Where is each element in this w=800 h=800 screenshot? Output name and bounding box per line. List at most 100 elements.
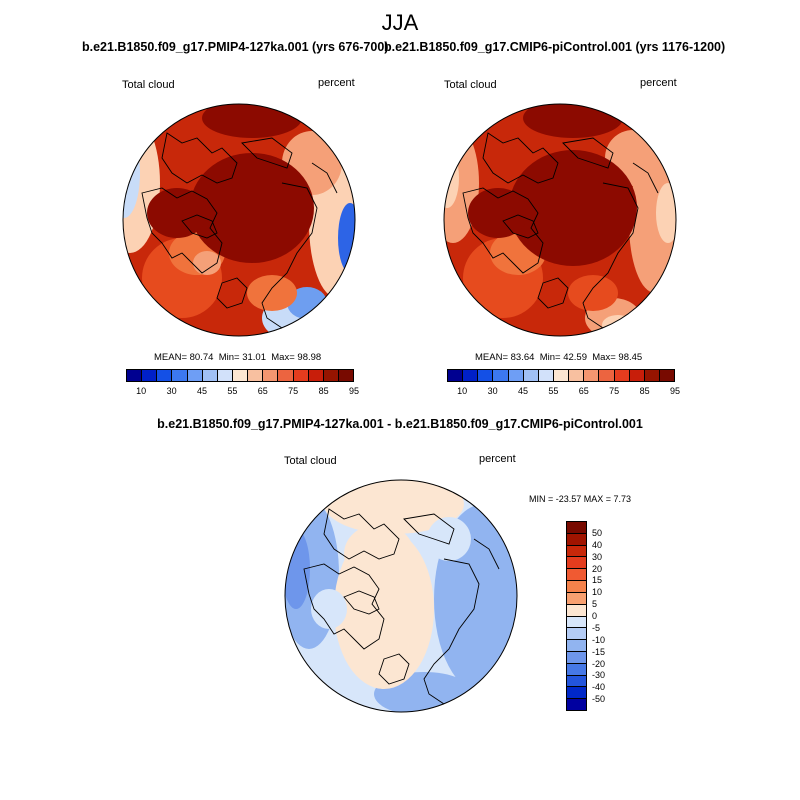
panel-2-min: 42.59 bbox=[563, 352, 587, 363]
colorbar-swatch bbox=[553, 370, 570, 381]
colorbar-swatch bbox=[538, 370, 554, 381]
colorbar-tick-label: -20 bbox=[592, 658, 606, 669]
colorbar-swatch bbox=[567, 616, 586, 629]
diff-map-border bbox=[284, 479, 518, 713]
panel-2-colorbar: 10 30 45 55 65 75 85 95 bbox=[447, 369, 680, 396]
colorbar-swatch bbox=[567, 651, 586, 664]
colorbar-swatch bbox=[567, 604, 586, 617]
colorbar-tick-label: -40 bbox=[592, 682, 606, 693]
colorbar-swatch bbox=[567, 522, 586, 534]
diff-variable-label: Total cloud bbox=[284, 455, 337, 467]
panel-1-mean: 80.74 bbox=[189, 352, 214, 363]
colorbar-tick-label: 55 bbox=[548, 386, 559, 396]
panel-2-region bbox=[509, 150, 637, 266]
colorbar-swatch bbox=[614, 370, 630, 381]
panel-2-coastlines bbox=[462, 132, 659, 329]
colorbar-swatch bbox=[187, 370, 203, 381]
panel-1-coastlines bbox=[141, 132, 338, 329]
panel-1-units-label: percent bbox=[318, 77, 355, 89]
panel-1-min: 31.01 bbox=[242, 352, 266, 363]
panel-2-mean: 83.64 bbox=[510, 352, 535, 363]
panel-2-title: b.e21.B1850.f09_g17.CMIP6-piControl.001 … bbox=[384, 40, 726, 54]
colorbar-tick-label: -5 bbox=[592, 622, 601, 633]
colorbar-swatch bbox=[278, 370, 294, 381]
colorbar-swatch bbox=[567, 569, 586, 582]
colorbar-swatch bbox=[508, 370, 524, 381]
colorbar-swatch bbox=[659, 370, 675, 381]
colorbar-swatch bbox=[172, 370, 188, 381]
diff-coastlines bbox=[303, 508, 500, 705]
panel-2-region bbox=[656, 183, 676, 243]
panel-1-region bbox=[190, 153, 314, 263]
colorbar-swatch bbox=[584, 370, 600, 381]
colorbar-tick-label: 65 bbox=[578, 386, 589, 396]
colorbar-tick-label: -10 bbox=[592, 634, 606, 645]
diff-panel-title: b.e21.B1850.f09_g17.PMIP4-127ka.001 - b.… bbox=[157, 417, 643, 431]
colorbar-swatch bbox=[232, 370, 249, 381]
colorbar-tick-label: 95 bbox=[669, 386, 681, 396]
colorbar-swatch bbox=[523, 370, 539, 381]
colorbar-tick-label: 30 bbox=[592, 551, 603, 562]
colorbar-swatch bbox=[599, 370, 615, 381]
colorbar-swatch bbox=[569, 370, 585, 381]
colorbar-tick-label: 10 bbox=[457, 386, 468, 396]
colorbar-swatch bbox=[629, 370, 645, 381]
colorbar-tick-label: 20 bbox=[592, 563, 603, 574]
colorbar-tick-label: 75 bbox=[288, 386, 299, 396]
colorbar-swatch bbox=[567, 592, 586, 605]
colorbar-tick-label: 75 bbox=[609, 386, 620, 396]
panel-1-title: b.e21.B1850.f09_g17.PMIP4-127ka.001 (yrs… bbox=[82, 40, 389, 54]
panel-1-variable-label: Total cloud bbox=[122, 79, 175, 91]
colorbar-swatch bbox=[142, 370, 158, 381]
colorbar-tick-label: 50 bbox=[592, 527, 603, 538]
panel-1-colorbar: 10 30 45 55 65 75 85 95 bbox=[126, 369, 359, 396]
panel-1-region bbox=[193, 251, 221, 275]
panel-2-map-border bbox=[443, 103, 677, 337]
colorbar-tick-label: -50 bbox=[592, 694, 606, 705]
figure-title: JJA bbox=[381, 10, 419, 35]
colorbar-tick-label: 30 bbox=[166, 386, 177, 396]
panel-2-region bbox=[568, 275, 618, 311]
colorbar-tick-label: 55 bbox=[227, 386, 238, 396]
colorbar-tick-label: -15 bbox=[592, 646, 606, 657]
colorbar-tick-label: 85 bbox=[639, 386, 650, 396]
colorbar-tick-label: 45 bbox=[517, 386, 529, 396]
panel-2-stats: MEAN= 83.64 Min= 42.59 Max= 98.45 bbox=[475, 352, 643, 363]
colorbar-swatch bbox=[293, 370, 309, 381]
panel-2-map bbox=[443, 103, 677, 337]
panel-1-region bbox=[147, 188, 207, 238]
colorbar-swatch bbox=[127, 370, 143, 381]
colorbar-tick-label: 95 bbox=[348, 386, 360, 396]
colorbar-tick-label: 65 bbox=[257, 386, 268, 396]
colorbar-tick-label: 30 bbox=[487, 386, 498, 396]
colorbar-swatch bbox=[338, 370, 354, 381]
colorbar-swatch bbox=[478, 370, 494, 381]
panel-2-region bbox=[602, 315, 634, 335]
diff-region bbox=[324, 480, 464, 534]
colorbar-swatch bbox=[567, 557, 586, 570]
panel-2-variable-label: Total cloud bbox=[444, 79, 497, 91]
panel-1-region bbox=[202, 104, 302, 138]
panel-1-map-border bbox=[122, 103, 356, 337]
colorbar-swatch bbox=[567, 687, 586, 700]
diff-units-label: percent bbox=[479, 453, 516, 465]
colorbar-swatch bbox=[567, 545, 586, 558]
colorbar-tick-label: 45 bbox=[196, 386, 208, 396]
panel-1-region bbox=[338, 203, 355, 273]
diff-region bbox=[427, 517, 471, 561]
panel-1-stats: MEAN= 80.74 Min= 31.01 Max= 98.98 bbox=[154, 352, 322, 363]
colorbar-swatch bbox=[567, 699, 586, 710]
colorbar-swatch bbox=[463, 370, 479, 381]
colorbar-swatch bbox=[308, 370, 324, 381]
panel-2-region bbox=[468, 188, 528, 238]
diff-colorbar: 50 40 30 20 15 10 5 0 -5 -10 -15 -20 -30 -40 -50 bbox=[566, 521, 605, 711]
colorbar-swatch bbox=[323, 370, 339, 381]
colorbar-swatch bbox=[248, 370, 264, 381]
colorbar-swatch bbox=[567, 663, 586, 676]
colorbar-tick-label: 5 bbox=[592, 599, 598, 610]
panel-2-max: 98.45 bbox=[618, 352, 643, 363]
panel-2-region bbox=[523, 104, 623, 138]
diff-region bbox=[311, 589, 347, 629]
panel-2-units-label: percent bbox=[640, 77, 677, 89]
panel-1-region bbox=[247, 275, 297, 311]
